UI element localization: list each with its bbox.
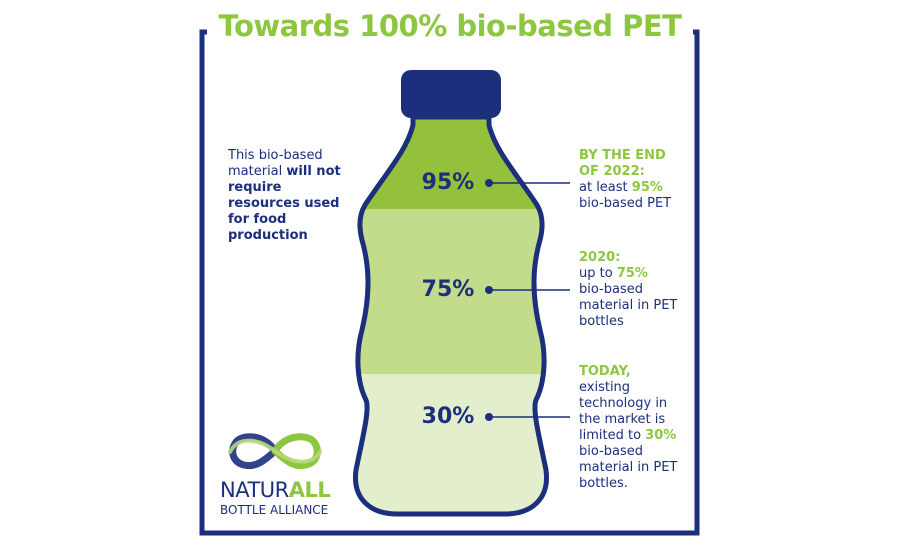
logo-name: NATURALL [220,478,331,502]
note-today: TODAY, existing technology in the market… [579,364,678,491]
connector-dot-95 [485,179,493,187]
bottle-cap [401,70,501,118]
page-title: Towards 100% bio-based PET [0,9,900,43]
percent-label-95: 95% [421,170,475,195]
logo-subtitle: BOTTLE ALLIANCE [220,503,329,517]
connector-dot-30 [485,413,493,421]
percent-label-75: 75% [421,277,475,302]
left-note: This bio-based material will not require… [228,148,341,243]
infinity-loops-icon [228,433,322,470]
connector-dot-75 [485,286,493,294]
naturall-logo: NATURALL BOTTLE ALLIANCE [220,430,360,517]
band-75 [355,208,547,374]
note-2020: 2020: up to 75% bio-based material in PE… [579,250,678,329]
band-30 [355,373,547,514]
percent-label-30: 30% [421,404,475,429]
note-2022: BY THE END OF 2022: at least 95% bio-bas… [579,148,672,211]
